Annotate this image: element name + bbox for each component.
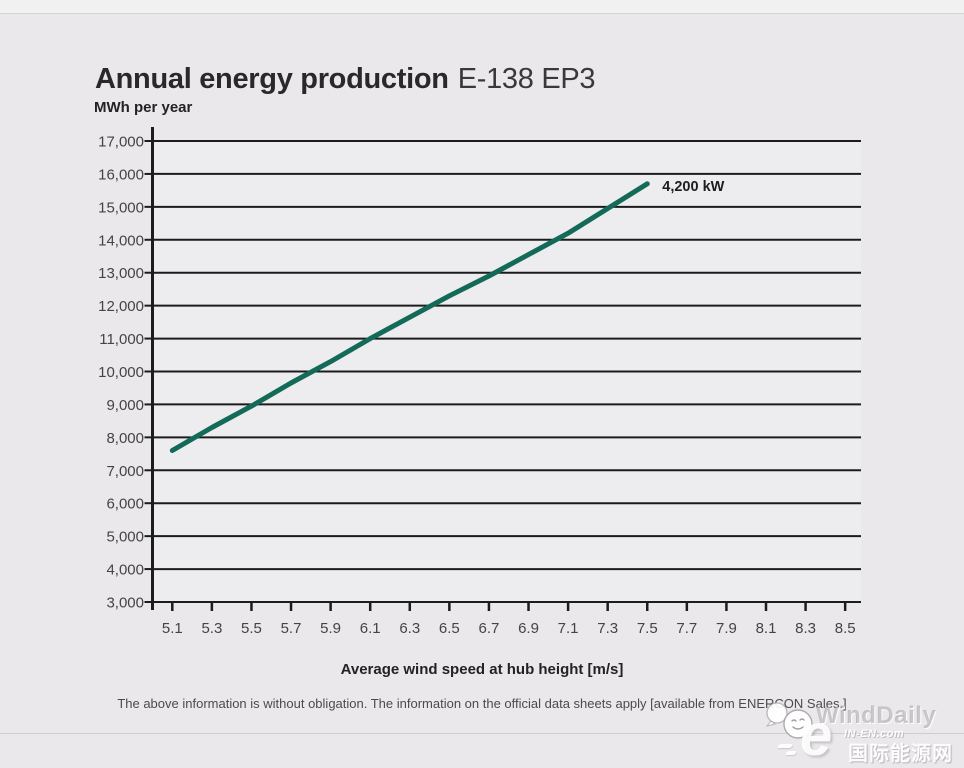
y-tick-label: 6,000 xyxy=(106,496,144,513)
watermark: e WindDaily IN-EN.com 国际能源网 xyxy=(744,687,964,768)
y-tick-label: 13,000 xyxy=(98,265,144,282)
y-tick-label: 14,000 xyxy=(98,232,144,249)
in-en-e-logo: e xyxy=(800,703,833,768)
chat-bubbles-icon xyxy=(765,702,813,744)
page-title-main: Annual energy production xyxy=(95,63,449,96)
y-tick-label: 4,000 xyxy=(106,562,144,579)
y-tick-label: 7,000 xyxy=(106,463,144,480)
x-tick-label: 7.5 xyxy=(637,620,658,637)
x-tick-label: 6.3 xyxy=(399,620,420,637)
x-tick-label: 7.9 xyxy=(716,620,737,637)
x-tick-label: 8.3 xyxy=(795,620,816,637)
x-tick-label: 5.1 xyxy=(162,620,183,637)
x-tick-label: 8.1 xyxy=(756,620,777,637)
y-tick-label: 5,000 xyxy=(106,529,144,546)
y-tick-label: 9,000 xyxy=(106,397,144,414)
y-tick-label: 11,000 xyxy=(99,331,144,348)
x-tick-label: 8.5 xyxy=(835,620,856,637)
page-title: Annual energy production E-138 EP3 xyxy=(95,63,596,96)
y-tick-label: 3,000 xyxy=(106,595,144,612)
logo-speed-dash-icon xyxy=(784,751,798,755)
watermark-site-url: IN-EN.com xyxy=(844,728,905,740)
x-tick-label: 7.7 xyxy=(676,620,697,637)
x-tick-label: 7.1 xyxy=(558,620,579,637)
x-tick-label: 5.7 xyxy=(281,620,302,637)
x-tick-label: 6.7 xyxy=(479,620,500,637)
x-tick-label: 7.3 xyxy=(597,620,618,637)
x-tick-label: 6.1 xyxy=(360,620,381,637)
x-axis-title: Average wind speed at hub height [m/s] xyxy=(340,661,624,678)
footer-disclaimer: The above information is without obligat… xyxy=(117,696,847,711)
x-tick-label: 5.5 xyxy=(241,620,262,637)
y-tick-label: 10,000 xyxy=(98,364,144,381)
logo-speed-dash-icon xyxy=(776,744,794,748)
watermark-brand: WindDaily xyxy=(816,702,937,729)
power-curve-4200kW xyxy=(169,181,650,453)
y-tick-label: 12,000 xyxy=(98,298,144,315)
y-tick-label: 15,000 xyxy=(98,199,144,216)
curve-annotation: 4,200 kW xyxy=(662,179,724,195)
watermark-site-name-cn: 国际能源网 xyxy=(848,743,953,765)
x-tick-label: 5.3 xyxy=(201,620,222,637)
y-tick-label: 17,000 xyxy=(98,134,144,151)
y-tick-label: 8,000 xyxy=(106,430,144,447)
page-title-model: E-138 EP3 xyxy=(457,63,596,96)
top-strip xyxy=(0,0,964,14)
y-axis-unit-label: MWh per year xyxy=(94,99,193,116)
y-tick-label: 16,000 xyxy=(98,166,144,183)
bottom-divider xyxy=(0,733,964,734)
x-tick-label: 5.9 xyxy=(320,620,341,637)
x-tick-label: 6.5 xyxy=(439,620,460,637)
x-tick-label: 6.9 xyxy=(518,620,539,637)
